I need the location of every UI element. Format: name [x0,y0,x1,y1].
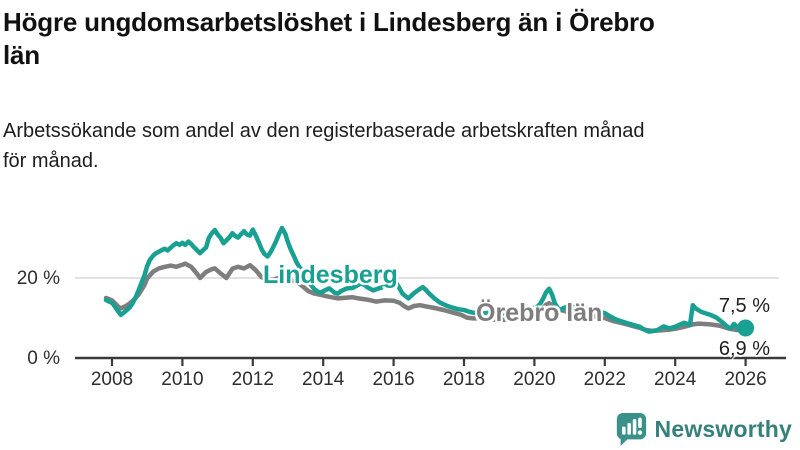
lindesberg-end-dot [737,319,755,337]
x-tick-label: 2020 [513,369,556,390]
x-tick-label: 2016 [372,369,415,390]
bar-chart-speech-bubble-icon [616,412,646,446]
newsworthy-logo-text: Newsworthy [654,415,792,442]
x-tick-label: 2010 [161,369,204,390]
page-title: Högre ungdomsarbetslöshet i Lindesberg ä… [3,7,655,71]
lindesberg-line [103,225,748,334]
x-tick-label: 2008 [90,369,134,390]
y-tick-label-20: 20 % [16,268,60,289]
orebro-lan-line [103,261,748,334]
x-tick-label: 2012 [231,369,274,390]
page-subtitle: Arbetssökande som andel av den registerb… [3,120,645,172]
x-tick-label: 2026 [724,369,767,390]
newsworthy-logo: Newsworthy [614,411,792,447]
series-label-lindesberg: Lindesberg [263,261,398,289]
end-value-label-orebro: 6,9 % [718,338,770,360]
x-tick-label: 2014 [302,369,345,390]
x-tick-label: 2022 [583,369,626,390]
x-tick-label: 2018 [442,369,486,390]
series-label-orebro: Örebro län [476,299,603,327]
x-axis-ticks [110,358,747,366]
y-tick-label-0: 0 % [27,348,60,369]
x-tick-label: 2024 [654,369,697,390]
end-value-label-lindesberg: 7,5 % [718,295,770,317]
